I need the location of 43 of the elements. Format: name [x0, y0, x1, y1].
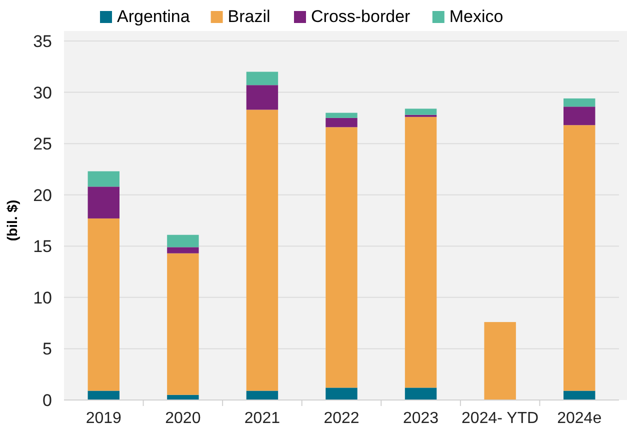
- legend-label: Mexico: [449, 7, 504, 26]
- bar: [484, 322, 516, 400]
- bar: [326, 118, 358, 128]
- y-tick-label: 20: [33, 186, 52, 205]
- bar: [167, 253, 199, 395]
- bar: [167, 234, 199, 248]
- legend-label: Cross-border: [311, 7, 411, 26]
- bar: [88, 171, 120, 187]
- y-tick-label: 0: [42, 391, 52, 410]
- bar: [88, 218, 120, 391]
- bar: [326, 388, 358, 400]
- x-tick-label: 2019: [86, 410, 122, 427]
- bar: [88, 186, 120, 218]
- bar: [564, 98, 596, 107]
- bar: [564, 106, 596, 126]
- x-tick-label: 2024e: [557, 410, 602, 427]
- bar: [326, 127, 358, 388]
- y-axis-title: (bil. $): [4, 200, 20, 242]
- x-tick-label: 2023: [402, 410, 439, 427]
- bar: [88, 390, 120, 400]
- y-tick-label: 5: [42, 340, 52, 359]
- y-tick-label: 10: [33, 288, 52, 308]
- x-tick-label: 2020: [165, 410, 201, 427]
- bar: [246, 110, 278, 391]
- legend-label: Brazil: [228, 7, 270, 26]
- y-tick-label: 15: [33, 237, 52, 256]
- y-tick-label: 30: [33, 83, 52, 102]
- bar: [564, 125, 596, 391]
- x-tick-label: 2022: [324, 410, 360, 427]
- bar: [167, 247, 199, 254]
- y-tick-label: 35: [33, 32, 52, 51]
- bar: [404, 388, 437, 400]
- y-tick-label: 25: [33, 134, 52, 154]
- legend-label: Argentina: [117, 7, 190, 26]
- bar: [404, 108, 437, 115]
- x-tick-label: 2024- YTD: [462, 410, 539, 427]
- bar: [246, 85, 278, 110]
- bar: [326, 112, 358, 118]
- bar: [246, 390, 278, 400]
- x-tick-label: 2021: [244, 410, 280, 427]
- bar: [246, 72, 278, 86]
- bar: [404, 116, 437, 388]
- bar: [564, 390, 596, 400]
